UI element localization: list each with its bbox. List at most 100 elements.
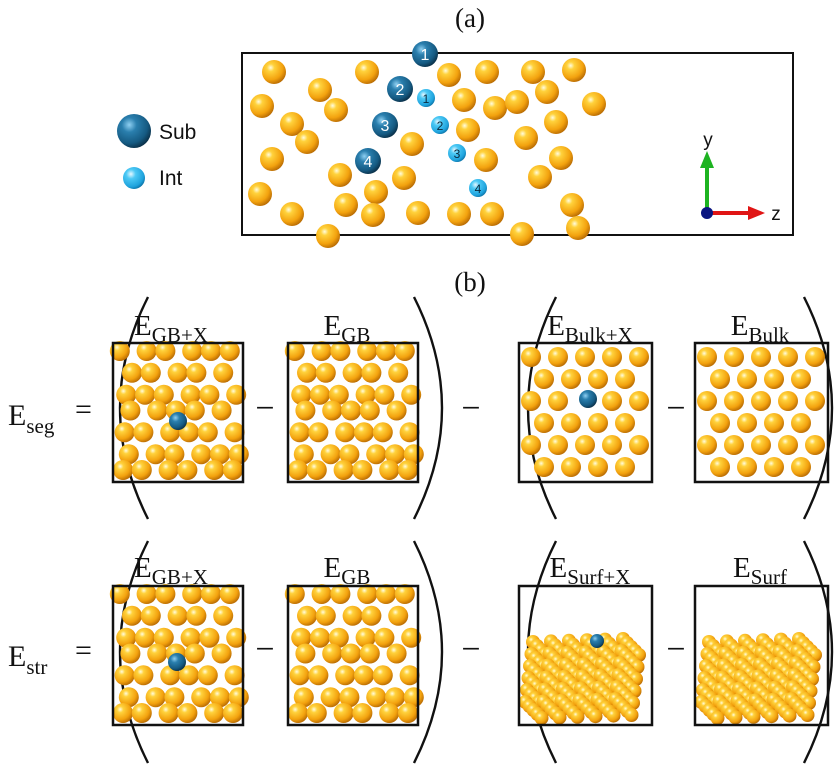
host-atom: [548, 347, 568, 367]
host-atom: [534, 369, 554, 389]
host-atom: [352, 460, 373, 480]
host-atom: [328, 163, 352, 187]
host-atom: [186, 362, 207, 383]
host-atom: [629, 435, 649, 455]
host-atom: [167, 605, 188, 626]
host-atom: [306, 703, 327, 723]
site-number: 1: [421, 47, 430, 64]
host-atom: [724, 435, 744, 455]
host-atom: [751, 391, 771, 411]
host-atom: [588, 369, 608, 389]
host-atom: [452, 88, 476, 112]
host-atom: [295, 643, 316, 664]
right-paren: [802, 296, 834, 520]
host-atom: [199, 627, 220, 648]
host-atom: [153, 384, 174, 405]
left-paren: [118, 540, 150, 764]
host-atom: [114, 422, 135, 443]
host-atom: [315, 605, 336, 626]
host-atom: [177, 460, 198, 480]
host-atom: [224, 665, 245, 686]
host-atom: [805, 391, 825, 411]
surface-with-solute-structure: [517, 584, 654, 727]
host-atom: [260, 147, 284, 171]
y-arrow-icon: [700, 151, 714, 168]
equals-sign: =: [75, 393, 92, 426]
surface-structure: [693, 584, 830, 727]
host-atom: [602, 435, 622, 455]
host-atom: [361, 203, 385, 227]
host-atom: [385, 444, 405, 465]
host-atom: [295, 400, 316, 421]
host-atom: [737, 369, 757, 389]
host-atom: [710, 457, 730, 477]
host-atom: [164, 444, 185, 465]
host-atom: [284, 584, 305, 604]
host-atom: [226, 627, 247, 648]
host-atom: [566, 216, 590, 240]
host-atom: [588, 709, 603, 724]
host-atom: [223, 460, 243, 480]
host-atom: [379, 703, 400, 723]
host-atom: [341, 643, 361, 664]
term-label: EBulk+X: [547, 310, 633, 347]
host-atom: [385, 687, 405, 708]
host-atom: [199, 384, 220, 405]
host-atom: [180, 627, 201, 648]
host-atom: [118, 444, 139, 465]
host-atom: [306, 460, 327, 480]
host-atom: [311, 341, 332, 361]
host-atom: [291, 384, 312, 405]
host-atom: [615, 413, 635, 433]
legend-int-label: Int: [159, 167, 183, 190]
host-atom: [629, 347, 649, 367]
host-atom: [211, 400, 232, 421]
host-atom: [109, 584, 130, 604]
host-atom: [606, 708, 621, 723]
right-paren: [412, 296, 444, 520]
host-atom: [308, 665, 329, 686]
solute-atom: [579, 390, 597, 408]
host-atom: [153, 627, 174, 648]
host-atom: [474, 148, 498, 172]
term-label: EGB: [324, 310, 371, 347]
int-atom-icon: [123, 167, 145, 189]
host-atom: [182, 584, 203, 604]
host-atom: [386, 400, 407, 421]
host-atom: [751, 435, 771, 455]
bulk-with-solute-structure: [517, 341, 654, 484]
equation-segregation-energy: Eseg = EGB+X EGB EBulk+X EBulk − − −: [8, 296, 834, 520]
equation-lhs: Eseg: [8, 399, 55, 438]
gb-with-solute-structure: [109, 584, 249, 727]
host-atom: [122, 362, 142, 383]
host-atom: [359, 643, 380, 664]
host-atom: [510, 222, 534, 246]
host-atom: [805, 347, 825, 367]
host-atom: [379, 460, 400, 480]
site-number: 4: [475, 182, 482, 196]
host-atom: [333, 703, 354, 723]
host-atom: [120, 400, 141, 421]
host-atom: [219, 584, 240, 604]
solute-atom: [169, 412, 187, 430]
host-atom: [364, 180, 388, 204]
host-atom: [388, 362, 409, 383]
host-atom: [552, 710, 567, 725]
host-atom: [293, 444, 314, 465]
host-atom: [135, 384, 155, 405]
host-atom: [224, 422, 245, 443]
host-atom: [791, 413, 811, 433]
host-atom: [201, 584, 221, 604]
host-atom: [394, 584, 415, 604]
substitutional-site-1: 1: [412, 41, 438, 67]
host-atom: [145, 687, 166, 708]
host-atom: [145, 444, 166, 465]
host-atom: [164, 687, 185, 708]
term-label: EGB+X: [134, 552, 208, 589]
host-atom: [582, 92, 606, 116]
substitutional-site-4: 4: [355, 148, 381, 174]
host-atom: [570, 709, 585, 724]
host-atom: [191, 444, 212, 465]
host-atom: [136, 341, 157, 361]
host-atom: [191, 687, 212, 708]
